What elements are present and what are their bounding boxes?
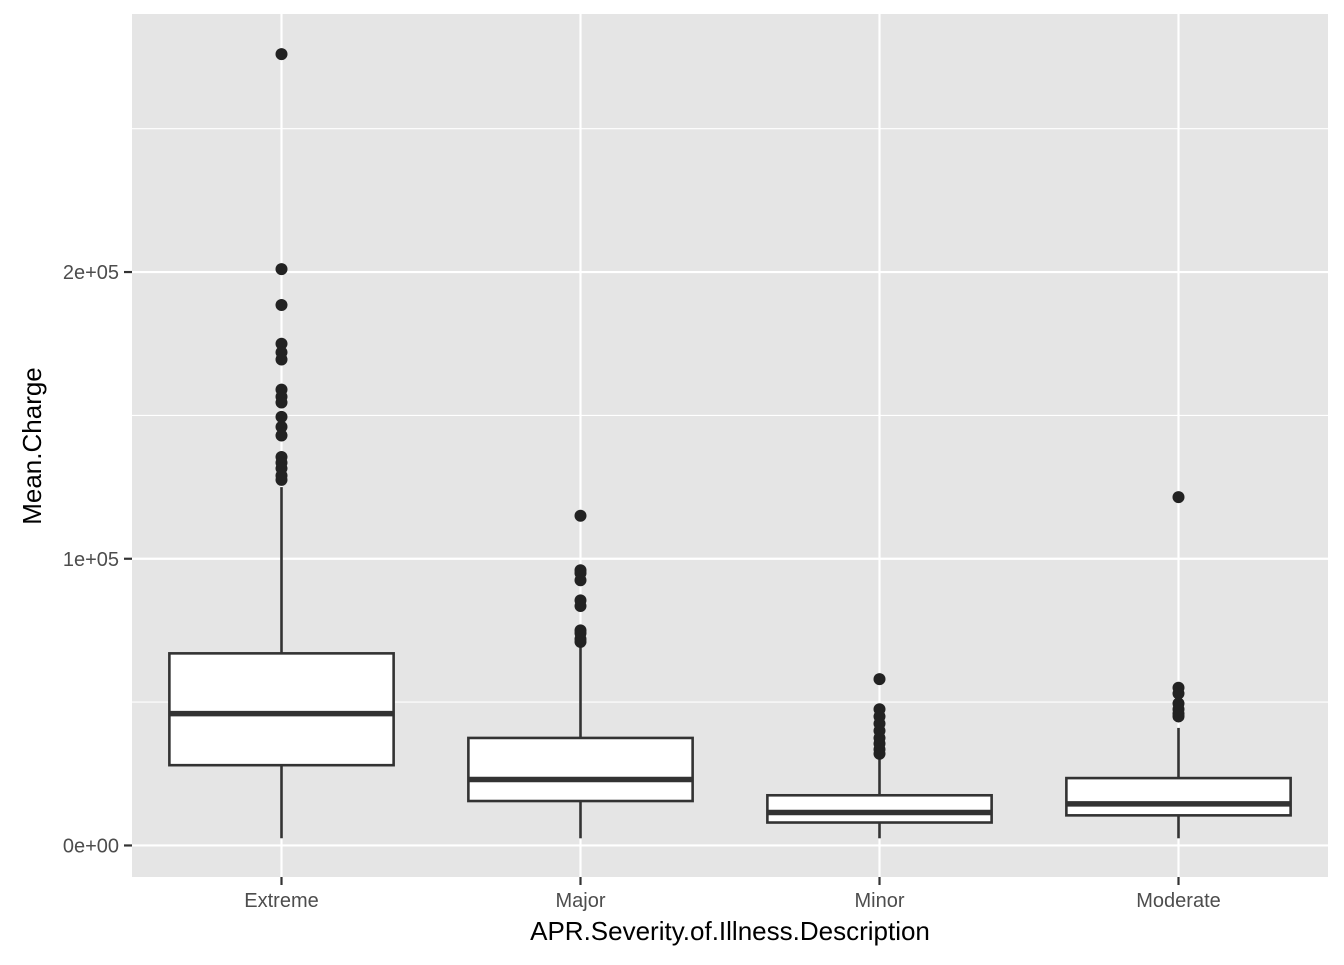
box-major xyxy=(467,644,694,839)
outlier-point xyxy=(1172,491,1185,504)
outlier-point xyxy=(873,673,886,686)
box-moderate xyxy=(1065,727,1292,839)
x-tick-label: Minor xyxy=(854,890,904,912)
outlier-points xyxy=(275,48,1185,760)
outlier-point xyxy=(275,299,288,312)
outlier-point xyxy=(574,635,587,648)
y-tick-label: 1e+05 xyxy=(63,549,119,571)
outlier-point xyxy=(275,48,288,61)
axes: 0e+00 1e+05 2e+05 Extreme Major Minor Moderate xyxy=(63,262,1221,912)
outlier-point xyxy=(1172,687,1185,700)
iqr-box xyxy=(766,793,993,824)
outlier-point xyxy=(574,600,587,613)
outlier-point xyxy=(275,410,288,423)
outlier-point xyxy=(275,337,288,350)
outlier-point xyxy=(574,509,587,522)
outlier-point xyxy=(275,353,288,366)
outlier-point xyxy=(873,747,886,760)
outlier-point xyxy=(275,420,288,433)
boxes xyxy=(168,487,1292,839)
iqr-box xyxy=(1065,776,1292,817)
box-minor xyxy=(766,759,993,839)
y-tick-label: 2e+05 xyxy=(63,262,119,284)
outlier-point xyxy=(275,263,288,276)
box-extreme xyxy=(168,487,395,839)
outlier-point xyxy=(574,574,587,587)
y-tick-label: 0e+00 xyxy=(63,835,119,857)
outlier-point xyxy=(275,396,288,409)
x-axis-title: APR.Severity.of.Illness.Description xyxy=(530,916,930,946)
iqr-box xyxy=(168,652,395,767)
x-tick-label: Moderate xyxy=(1136,890,1221,912)
x-tick-label: Major xyxy=(555,890,605,912)
y-axis-title: Mean.Charge xyxy=(17,367,47,525)
x-tick-label: Extreme xyxy=(244,890,318,912)
iqr-box xyxy=(467,736,694,803)
outlier-point xyxy=(275,429,288,442)
outlier-point xyxy=(275,473,288,486)
outlier-point xyxy=(1172,710,1185,723)
